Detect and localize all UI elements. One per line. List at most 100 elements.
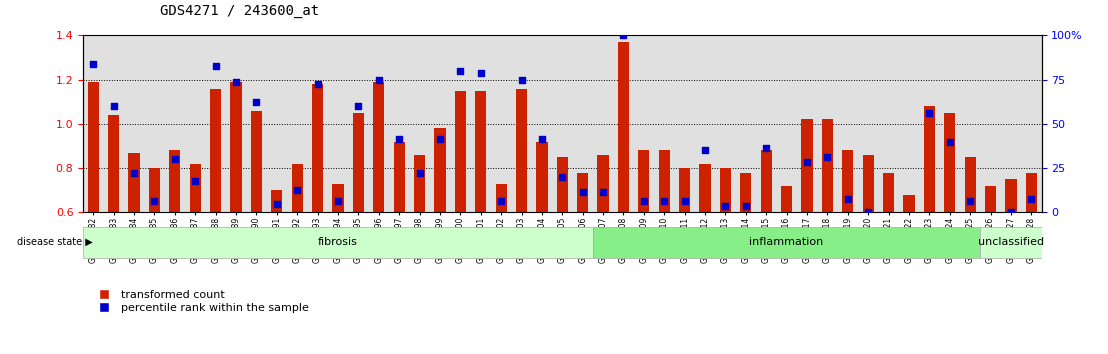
Bar bbox=[597, 155, 608, 212]
Point bbox=[451, 68, 469, 74]
Point bbox=[941, 139, 958, 144]
Bar bbox=[944, 113, 955, 212]
Point bbox=[839, 196, 856, 202]
Bar bbox=[189, 164, 201, 212]
Point bbox=[166, 156, 184, 162]
Point bbox=[1023, 196, 1040, 202]
Point bbox=[309, 81, 327, 87]
Point bbox=[268, 201, 286, 206]
Bar bbox=[760, 150, 772, 212]
Bar bbox=[679, 168, 690, 212]
Point bbox=[860, 210, 878, 215]
Point bbox=[900, 218, 917, 224]
Bar bbox=[658, 150, 670, 212]
Point bbox=[84, 61, 102, 67]
Point bbox=[227, 79, 245, 85]
Bar bbox=[454, 91, 466, 212]
Point bbox=[145, 199, 163, 204]
Point bbox=[717, 203, 735, 209]
Bar bbox=[638, 150, 649, 212]
Bar bbox=[556, 157, 568, 212]
Bar bbox=[985, 186, 996, 212]
Bar bbox=[271, 190, 283, 212]
Text: disease state ▶: disease state ▶ bbox=[17, 237, 92, 247]
Point bbox=[635, 199, 653, 204]
Point bbox=[758, 145, 776, 151]
Point bbox=[819, 154, 837, 160]
Bar bbox=[414, 155, 425, 212]
Bar bbox=[109, 115, 120, 212]
Point bbox=[615, 33, 633, 38]
Point bbox=[492, 199, 510, 204]
Point bbox=[207, 64, 225, 69]
Bar bbox=[842, 150, 853, 212]
Bar bbox=[699, 164, 710, 212]
Bar bbox=[170, 150, 181, 212]
Bar bbox=[373, 82, 384, 212]
Point bbox=[125, 170, 143, 176]
Point bbox=[472, 70, 490, 76]
Point bbox=[533, 137, 551, 142]
Bar bbox=[516, 88, 527, 212]
Text: unclassified: unclassified bbox=[978, 237, 1044, 247]
Bar bbox=[781, 186, 792, 212]
Bar bbox=[720, 168, 731, 212]
Point bbox=[1002, 210, 1019, 215]
Bar bbox=[1026, 173, 1037, 212]
Point bbox=[982, 227, 999, 233]
Bar bbox=[536, 142, 547, 212]
Bar bbox=[577, 173, 588, 212]
Bar bbox=[88, 82, 99, 212]
Point bbox=[921, 110, 938, 116]
Bar bbox=[740, 173, 751, 212]
Legend: transformed count, percentile rank within the sample: transformed count, percentile rank withi… bbox=[89, 285, 314, 318]
Point bbox=[370, 77, 388, 82]
Bar bbox=[332, 184, 343, 212]
Point bbox=[349, 103, 367, 109]
Bar bbox=[230, 82, 242, 212]
Bar bbox=[250, 110, 261, 212]
Text: GDS4271 / 243600_at: GDS4271 / 243600_at bbox=[160, 4, 319, 18]
Bar bbox=[291, 164, 302, 212]
Point bbox=[105, 103, 123, 109]
Point bbox=[247, 99, 265, 105]
Bar bbox=[903, 195, 914, 212]
Point bbox=[553, 174, 572, 180]
Point bbox=[798, 159, 815, 164]
Point bbox=[574, 190, 592, 195]
Point bbox=[962, 199, 979, 204]
Text: fibrosis: fibrosis bbox=[318, 237, 358, 247]
FancyBboxPatch shape bbox=[593, 227, 981, 258]
Bar bbox=[148, 168, 160, 212]
Bar bbox=[924, 106, 935, 212]
Point bbox=[431, 137, 449, 142]
Bar bbox=[822, 120, 833, 212]
Point bbox=[737, 203, 755, 209]
Bar bbox=[618, 42, 629, 212]
FancyBboxPatch shape bbox=[83, 227, 593, 258]
Point bbox=[186, 178, 204, 184]
FancyBboxPatch shape bbox=[981, 227, 1042, 258]
Bar bbox=[801, 120, 812, 212]
Text: inflammation: inflammation bbox=[749, 237, 823, 247]
Point bbox=[288, 188, 306, 193]
Point bbox=[411, 170, 429, 176]
Bar bbox=[352, 113, 365, 212]
Bar bbox=[129, 153, 140, 212]
Point bbox=[656, 199, 674, 204]
Bar bbox=[495, 184, 506, 212]
Bar bbox=[312, 84, 324, 212]
Bar bbox=[1005, 179, 1016, 212]
Point bbox=[778, 232, 796, 238]
Bar bbox=[211, 88, 222, 212]
Point bbox=[696, 148, 714, 153]
Bar bbox=[965, 157, 976, 212]
Bar bbox=[434, 129, 445, 212]
Bar bbox=[475, 91, 486, 212]
Point bbox=[329, 199, 347, 204]
Bar bbox=[883, 173, 894, 212]
Point bbox=[390, 137, 408, 142]
Point bbox=[880, 214, 897, 219]
Bar bbox=[863, 155, 874, 212]
Point bbox=[594, 190, 612, 195]
